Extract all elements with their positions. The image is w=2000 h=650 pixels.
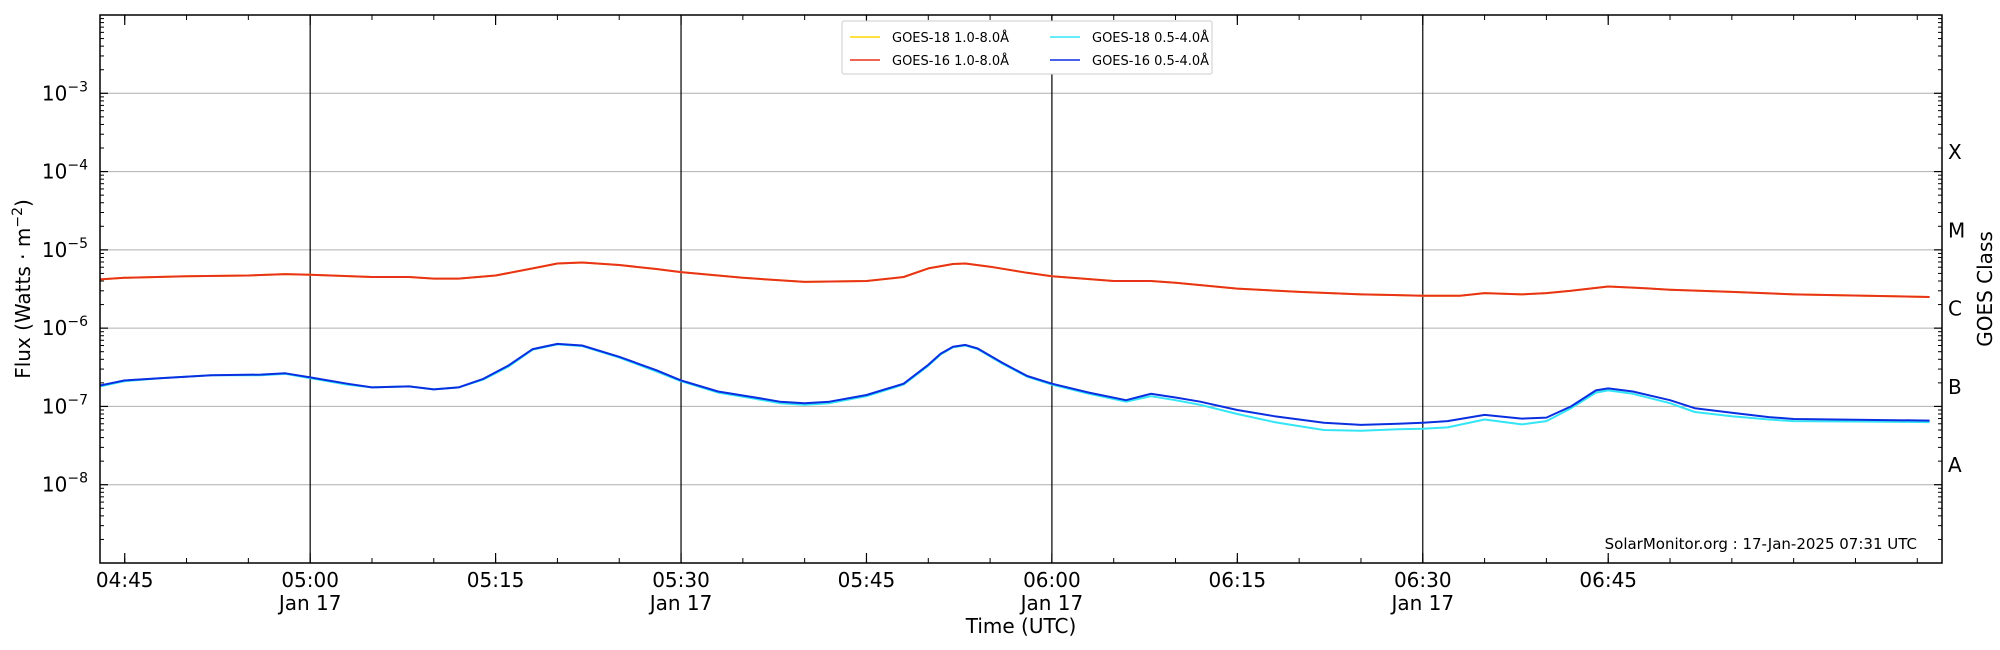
x-tick-label: 06:15 — [1209, 568, 1267, 592]
vertical-day-lines — [309, 15, 1424, 563]
x-tick-date-label: Jan 17 — [277, 591, 342, 615]
plot-frame — [99, 14, 1943, 564]
y-tick-base: 10 — [42, 394, 67, 418]
x-tick-label: 05:45 — [838, 568, 896, 592]
x-axis-title: Time (UTC) — [965, 614, 1077, 638]
y-axis-title-close: ) — [11, 199, 35, 207]
y-tick-label: 10−6 — [42, 314, 88, 340]
y-tick-base: 10 — [42, 473, 67, 497]
series-line — [99, 261, 1930, 298]
x-tick-date-label: Jan 17 — [1389, 591, 1454, 615]
y-tick-base: 10 — [42, 238, 67, 262]
grid-layer — [100, 92, 1942, 486]
y-tick-label: 10−8 — [42, 471, 88, 497]
x-tick-label: 06:00 — [1023, 568, 1081, 592]
legend: GOES-18 1.0-8.0Å GOES-16 1.0-8.0Å GOES-18 … — [841, 20, 1213, 75]
y-tick-base: 10 — [42, 81, 67, 105]
x-tick-date-label: Jan 17 — [1019, 591, 1084, 615]
y-axis-title-main: Flux (Watts · m — [11, 228, 35, 379]
legend-box — [841, 20, 1213, 75]
legend-label: GOES-18 0.5-4.0Å — [1092, 30, 1209, 46]
y-tick-exponent: −8 — [67, 471, 88, 487]
y-tick-base: 10 — [42, 316, 67, 340]
goes-class-label: B — [1948, 375, 1962, 399]
goes-class-label: A — [1948, 453, 1962, 477]
y-tick-exponent: −4 — [67, 158, 88, 174]
y-tick-exponent: −3 — [67, 79, 88, 95]
goes-class-label: X — [1948, 140, 1962, 164]
x-tick-date-label: Jan 17 — [648, 591, 713, 615]
legend-label: GOES-16 0.5-4.0Å — [1092, 53, 1209, 69]
goes-class-label: M — [1948, 218, 1965, 242]
goes-class-label: C — [1948, 297, 1962, 321]
x-tick-label: 05:30 — [652, 568, 710, 592]
y-tick-label: 10−3 — [42, 79, 88, 105]
x-tick-label: 05:00 — [281, 568, 339, 592]
x-tick-label: 04:45 — [96, 568, 154, 592]
legend-label: GOES-18 1.0-8.0Å — [892, 30, 1009, 46]
y-tick-exponent: −5 — [67, 236, 88, 252]
credit-text: SolarMonitor.org : 17-Jan-2025 07:31 UTC — [1605, 535, 1917, 553]
y-tick-label: 10−7 — [42, 392, 88, 418]
y-tick-exponent: −7 — [67, 392, 88, 408]
y-tick-label: 10−5 — [42, 236, 88, 262]
x-tick-label: 06:45 — [1579, 568, 1637, 592]
goes-class-axis-title: GOES Class — [1973, 231, 1997, 347]
y-axis-title: Flux (Watts · m−2) — [10, 199, 35, 379]
y-tick-exponent: −6 — [67, 314, 88, 330]
series-line — [99, 342, 1930, 426]
legend-label: GOES-16 1.0-8.0Å — [892, 53, 1009, 69]
y-tick-base: 10 — [42, 160, 67, 184]
y-axis-title-exponent: −2 — [10, 207, 26, 228]
series-line — [99, 261, 1930, 298]
x-tick-label: 06:30 — [1394, 568, 1452, 592]
x-tick-label: 05:15 — [467, 568, 525, 592]
series-layer — [99, 261, 1930, 432]
y-tick-label: 10−4 — [42, 158, 88, 184]
